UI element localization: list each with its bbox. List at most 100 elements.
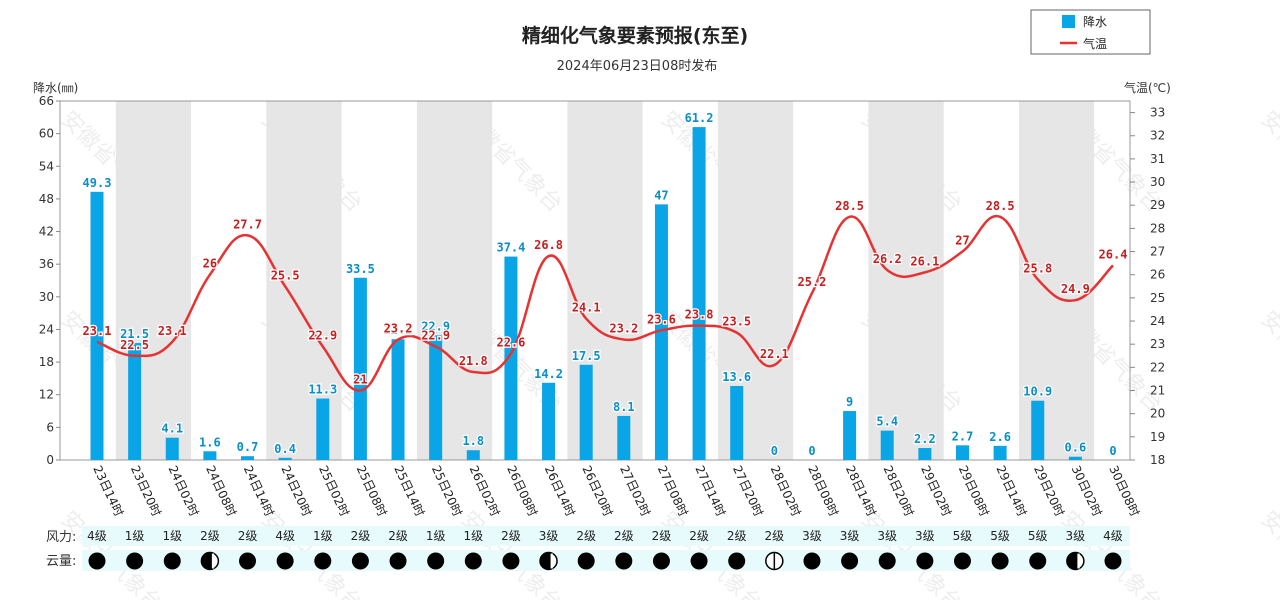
precip-value-label: 0.6 [1065, 441, 1087, 455]
precip-bar [391, 339, 405, 460]
left-tick-label: 66 [39, 94, 54, 108]
temperature-value-label: 22.6 [496, 335, 525, 349]
wind-level: 3级 [1066, 529, 1086, 543]
cloud-cover-full-icon [276, 552, 294, 570]
left-axis: 0 6 12 18 24 30 36 42 48 54 60 66 [39, 94, 60, 467]
legend-box [1030, 9, 1151, 55]
wind-level: 5级 [990, 529, 1010, 543]
x-tick-label: 25日20时 [429, 463, 465, 518]
wind-level: 3级 [877, 529, 897, 543]
cloud-row-label: 云量: [46, 554, 76, 569]
left-tick-label: 42 [39, 225, 54, 239]
shaded-band [416, 101, 493, 460]
cloud-cover-full-icon [615, 552, 633, 570]
legend-precip-label: 降水 [1083, 15, 1107, 29]
temperature-value-label: 25.2 [798, 275, 827, 289]
precip-value-label: 0 [1109, 444, 1116, 458]
wind-row: 风力: 4级 1级 1级 2级 2级 4级 1级 2级 2级 1级 1级 2级 3级 2级 2级 2级 2级 2级 2… [46, 526, 1130, 546]
right-tick-label: 30 [1150, 175, 1165, 189]
cloud-full-disc [314, 552, 332, 570]
cloud-full-disc [502, 552, 520, 570]
precip-value-label: 2.2 [914, 432, 936, 446]
precip-value-label: 0 [771, 444, 778, 458]
precip-bar [843, 411, 857, 460]
cloud-full-disc [351, 552, 369, 570]
precip-bar [90, 191, 104, 460]
cloud-cover-full-icon [841, 552, 859, 570]
x-tick-label: 25日02时 [316, 463, 352, 518]
cloud-full-disc [1029, 552, 1047, 570]
temperature-value-label: 23.2 [384, 322, 413, 336]
precip-value-label: 17.5 [572, 349, 601, 363]
cloud-cover-full-icon [314, 552, 332, 570]
x-tick-label: 27日14时 [692, 463, 728, 518]
left-tick-label: 24 [39, 322, 54, 336]
precip-labels: 49.3 21.5 4.1 1.6 0.7 0.4 11.3 33.5 22.2 22.9 1.8 3… [81, 110, 1118, 459]
cloud-full-disc [652, 552, 670, 570]
cloud-cover-full-icon [163, 552, 181, 570]
x-tick-label: 28日02时 [768, 463, 804, 518]
cloud-row: 云量: [46, 550, 1130, 571]
temperature-value-label: 22.1 [760, 347, 789, 361]
cloud-cover-full-icon [389, 552, 407, 570]
cloud-cover-full-icon [878, 552, 896, 570]
wind-row-background [82, 526, 1130, 546]
precip-bar [692, 127, 706, 460]
cloud-cover-three-quarter-icon [1066, 551, 1085, 571]
cloud-full-disc [916, 552, 934, 570]
cloud-cover-full-icon [1029, 552, 1047, 570]
precip-bar [654, 204, 668, 460]
x-tick-label: 23日20时 [128, 463, 164, 518]
x-tick-label: 30日08时 [1106, 463, 1142, 518]
precip-value-label: 9 [846, 395, 853, 409]
wind-level: 1级 [463, 529, 483, 543]
x-tick-label: 26日14时 [542, 463, 578, 518]
legend: 降水 气温 [1030, 9, 1151, 55]
left-tick-label: 48 [39, 192, 54, 206]
x-tick-label: 24日14时 [241, 463, 277, 518]
precip-value-label: 0 [808, 444, 815, 458]
left-tick-label: 12 [39, 388, 54, 402]
cloud-full-disc [427, 552, 445, 570]
right-tick-label: 27 [1150, 245, 1165, 259]
wind-level: 2级 [501, 529, 521, 543]
cloud-cover-full-icon [577, 552, 595, 570]
precip-value-label: 14.2 [534, 367, 563, 381]
cloud-cover-three-quarter-icon [200, 551, 220, 571]
precip-value-label: 8.1 [613, 400, 635, 414]
cloud-cover-full-icon [464, 552, 482, 570]
right-tick-label: 21 [1150, 384, 1165, 398]
wind-level: 2级 [765, 529, 785, 543]
wind-level: 3级 [840, 529, 860, 543]
cloud-full-disc [728, 552, 746, 570]
cloud-full-disc [464, 552, 482, 570]
wind-level: 5级 [953, 529, 973, 543]
precip-value-label: 37.4 [496, 241, 525, 255]
x-tick-label: 27日02时 [617, 463, 653, 518]
precip-value-label: 22.2 [384, 323, 413, 337]
wind-level: 3级 [802, 529, 822, 543]
precip-value-label: 0.4 [274, 442, 296, 456]
cloud-full-disc [953, 552, 971, 570]
x-tick-label: 24日02时 [166, 463, 202, 518]
x-tick-label: 29日20时 [1031, 463, 1067, 518]
cloud-cover-full-icon [803, 552, 821, 570]
right-tick-label: 23 [1150, 337, 1165, 351]
cloud-cover-full-icon [126, 552, 144, 570]
cloud-cover-three-quarter-icon [539, 551, 558, 571]
x-tick-label: 29日08时 [956, 463, 992, 518]
precip-bar [429, 335, 443, 460]
wind-row-label: 风力: [46, 530, 76, 545]
temperature-value-label: 28.5 [986, 199, 1015, 213]
shaded-band [1018, 101, 1095, 460]
cloud-cover-full-icon [1104, 552, 1122, 570]
watermark-text: 安徽省气象台 [1256, 507, 1280, 600]
right-tick-label: 25 [1150, 291, 1165, 305]
x-tick-label: 26日20时 [579, 463, 615, 518]
temperature-line [96, 214, 1114, 392]
chart-title: 精细化气象要素预报(东至) [522, 24, 748, 47]
wind-level: 1级 [426, 529, 446, 543]
right-tick-label: 31 [1150, 152, 1165, 166]
x-tick-label: 23日14时 [90, 463, 126, 518]
